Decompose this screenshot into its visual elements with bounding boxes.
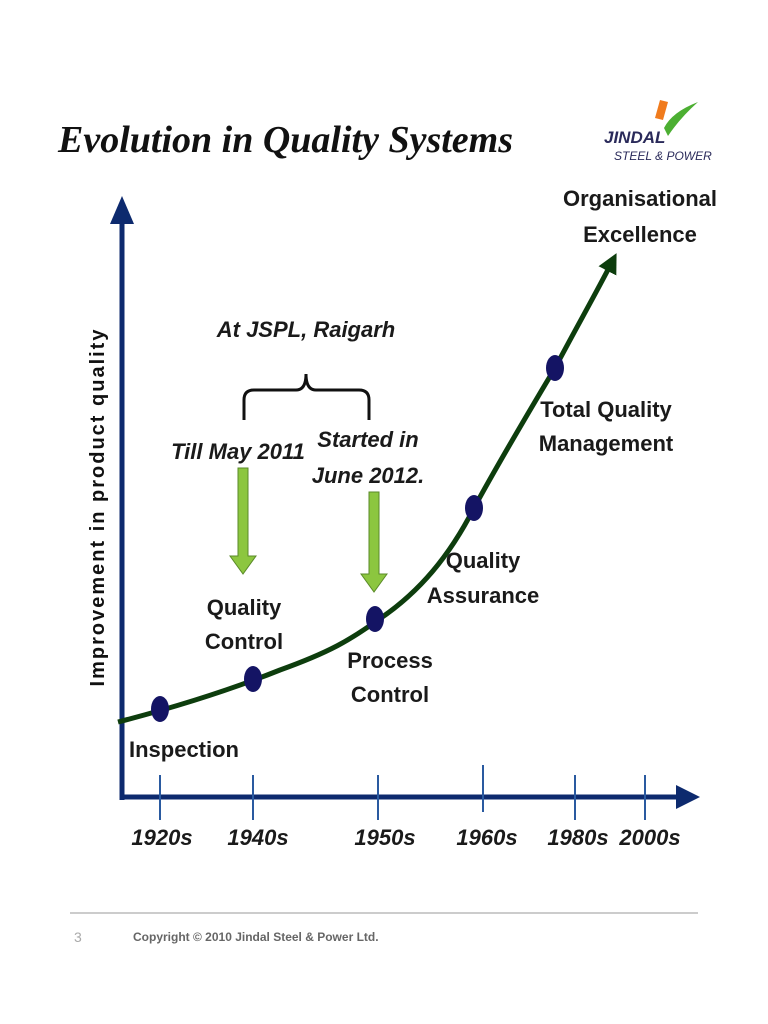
jspl-title: At JSPL, Raigarh	[216, 317, 395, 342]
jspl-note: Started in	[317, 427, 418, 452]
logo: JINDAL STEEL & POWER	[604, 100, 712, 163]
decade: 1950s	[354, 825, 415, 850]
stage-nodes	[151, 355, 564, 722]
decade: 1960s	[456, 825, 517, 850]
jspl-note: Till May 2011	[171, 439, 305, 464]
stage-label: Quality	[446, 548, 521, 573]
decade: 1940s	[227, 825, 288, 850]
decade: 1920s	[131, 825, 192, 850]
stage-label: Assurance	[427, 583, 540, 608]
stage-label: Excellence	[583, 222, 697, 247]
brace	[242, 373, 371, 420]
down-arrow	[229, 467, 257, 575]
stage-label: Total Quality	[540, 397, 672, 422]
y-axis-label: Improvement in product quality	[87, 328, 109, 687]
title: Evolution in Quality Systems	[57, 119, 513, 161]
page-number: 3	[74, 929, 82, 945]
jspl-note: June 2012.	[312, 463, 425, 488]
stage-label: Control	[351, 682, 429, 707]
decade: 1980s	[547, 825, 608, 850]
stage-label: Organisational	[563, 186, 717, 211]
logo-name: JINDAL	[604, 128, 665, 147]
stage-label: Control	[205, 629, 283, 654]
decade: 2000s	[618, 825, 680, 850]
axes	[110, 196, 700, 820]
logo-subtitle: STEEL & POWER	[614, 149, 712, 163]
stage-label: Quality	[207, 595, 282, 620]
stage-label: Inspection	[129, 737, 239, 762]
stage-label: Process	[347, 648, 433, 673]
stage-label: Management	[539, 431, 674, 456]
down-arrow	[360, 491, 388, 593]
copyright: Copyright © 2010 Jindal Steel & Power Lt…	[133, 930, 379, 944]
